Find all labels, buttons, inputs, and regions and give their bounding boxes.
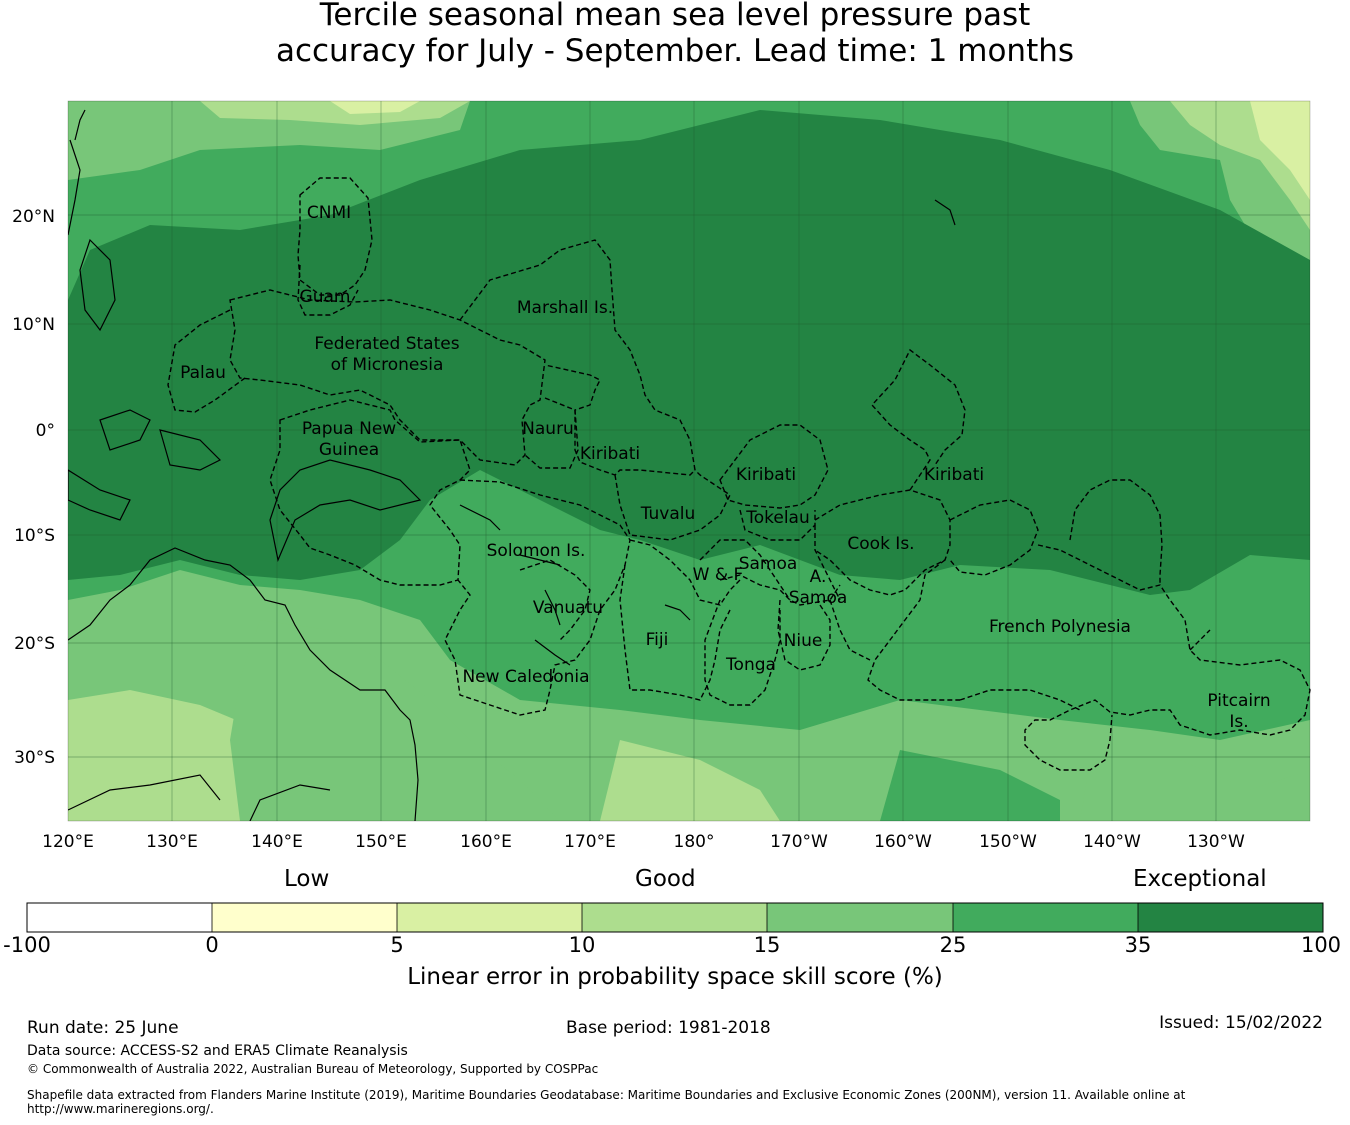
lat-label: 10°N bbox=[12, 315, 55, 335]
category-low: Low bbox=[284, 866, 330, 892]
label-cook: Cook Is. bbox=[847, 534, 914, 554]
label-tonga: Tonga bbox=[725, 655, 776, 675]
lat-label: 0° bbox=[36, 421, 55, 441]
colorbar-tick: 25 bbox=[939, 933, 967, 957]
lon-label: 130°E bbox=[146, 832, 198, 852]
lat-label: 20°S bbox=[14, 634, 55, 654]
label-fsm-2: of Micronesia bbox=[331, 355, 444, 375]
label-wallis-futuna: W & F bbox=[693, 565, 744, 585]
graticule bbox=[68, 101, 1310, 821]
lon-label: 170°W bbox=[770, 832, 828, 852]
colorbar-label: Linear error in probability space skill … bbox=[407, 964, 943, 990]
colorbar-tick: 100 bbox=[1300, 933, 1342, 957]
colorbar-tick: 10 bbox=[568, 933, 596, 957]
colorbar-segment bbox=[1138, 903, 1323, 932]
lat-label: 20°N bbox=[12, 207, 55, 227]
shapefile-credit-line-1: Shapefile data extracted from Flanders M… bbox=[27, 1088, 1186, 1102]
category-good: Good bbox=[635, 866, 696, 892]
chart-title: Tercile seasonal mean sea level pressure… bbox=[0, 0, 1350, 69]
label-new-caledonia: New Caledonia bbox=[462, 667, 589, 687]
lon-label: 160°E bbox=[460, 832, 512, 852]
label-american-samoa-2: Samoa bbox=[789, 588, 848, 608]
shapefile-credit-line-2: http://www.marineregions.org/. bbox=[27, 1102, 214, 1116]
label-kiribati-east: Kiribati bbox=[924, 465, 984, 485]
label-guam: Guam bbox=[300, 287, 351, 307]
colorbar-tick: 15 bbox=[753, 933, 781, 957]
colorbar-segment bbox=[212, 903, 397, 932]
label-tokelau: Tokelau bbox=[745, 508, 810, 528]
label-pitcairn-1: Pitcairn bbox=[1207, 691, 1270, 711]
colorbar-segment bbox=[27, 903, 212, 932]
lon-label: 140°W bbox=[1083, 832, 1141, 852]
lat-label: 30°S bbox=[14, 748, 55, 768]
region-labels: CNMI Guam Marshall Is. Federated States … bbox=[180, 203, 1271, 732]
label-png-2: Guinea bbox=[319, 440, 379, 460]
longitude-labels: 120°E 130°E 140°E 150°E 160°E 170°E 180°… bbox=[42, 832, 1245, 852]
label-nauru: Nauru bbox=[522, 419, 574, 439]
issued-date: Issued: 15/02/2022 bbox=[1159, 1013, 1323, 1033]
data-source: Data source: ACCESS-S2 and ERA5 Climate … bbox=[27, 1043, 408, 1059]
title-line-2: accuracy for July - September. Lead time… bbox=[275, 33, 1075, 69]
colorbar-segment bbox=[582, 903, 767, 932]
label-marshall: Marshall Is. bbox=[517, 298, 613, 318]
lon-label: 170°E bbox=[564, 832, 616, 852]
lon-label: 160°W bbox=[874, 832, 932, 852]
colorbar-tick: 35 bbox=[1124, 933, 1152, 957]
label-samoa: Samoa bbox=[739, 554, 798, 574]
label-cnmi: CNMI bbox=[307, 203, 351, 223]
lon-label: 130°W bbox=[1187, 832, 1245, 852]
label-american-samoa-1: A. bbox=[810, 567, 827, 587]
colorbar-tick: 0 bbox=[205, 933, 219, 957]
title-line-1: Tercile seasonal mean sea level pressure… bbox=[319, 0, 1031, 33]
label-fiji: Fiji bbox=[646, 630, 669, 650]
label-solomon: Solomon Is. bbox=[487, 541, 586, 561]
map-frame bbox=[67, 100, 1311, 822]
label-niue: Niue bbox=[784, 631, 823, 651]
label-vanuatu: Vanuatu bbox=[533, 598, 603, 618]
label-kiribati-central: Kiribati bbox=[736, 465, 796, 485]
lon-label: 150°W bbox=[979, 832, 1037, 852]
label-kiribati-west: Kiribati bbox=[580, 444, 640, 464]
lon-label: 140°E bbox=[251, 832, 303, 852]
run-date: Run date: 25 June bbox=[27, 1018, 179, 1038]
label-tuvalu: Tuvalu bbox=[640, 504, 696, 524]
lon-label: 120°E bbox=[42, 832, 94, 852]
colorbar-frame bbox=[26, 902, 1324, 933]
copyright: © Commonwealth of Australia 2022, Austra… bbox=[27, 1062, 599, 1076]
colorbar-segment bbox=[397, 903, 582, 932]
colorbar bbox=[26, 902, 1324, 933]
base-period: Base period: 1981-2018 bbox=[566, 1018, 771, 1038]
colorbar-tick: -100 bbox=[3, 933, 51, 957]
label-fsm-1: Federated States bbox=[314, 334, 459, 354]
label-palau: Palau bbox=[180, 363, 226, 383]
category-exceptional: Exceptional bbox=[1133, 866, 1267, 892]
lat-label: 10°S bbox=[14, 526, 55, 546]
label-png-1: Papua New bbox=[302, 419, 396, 439]
lon-label: 150°E bbox=[355, 832, 407, 852]
coastlines bbox=[68, 109, 956, 821]
lon-label: 180° bbox=[674, 832, 715, 852]
colorbar-segment bbox=[953, 903, 1138, 932]
colorbar-segment bbox=[767, 903, 953, 932]
colorbar-tick: 5 bbox=[390, 933, 404, 957]
skill-field bbox=[68, 101, 1310, 821]
label-french-polynesia: French Polynesia bbox=[989, 617, 1131, 637]
label-pitcairn-2: Is. bbox=[1229, 712, 1248, 732]
latitude-labels: 20°N 10°N 0° 10°S 20°S 30°S bbox=[12, 207, 55, 768]
eez-boundaries bbox=[167, 177, 1311, 771]
